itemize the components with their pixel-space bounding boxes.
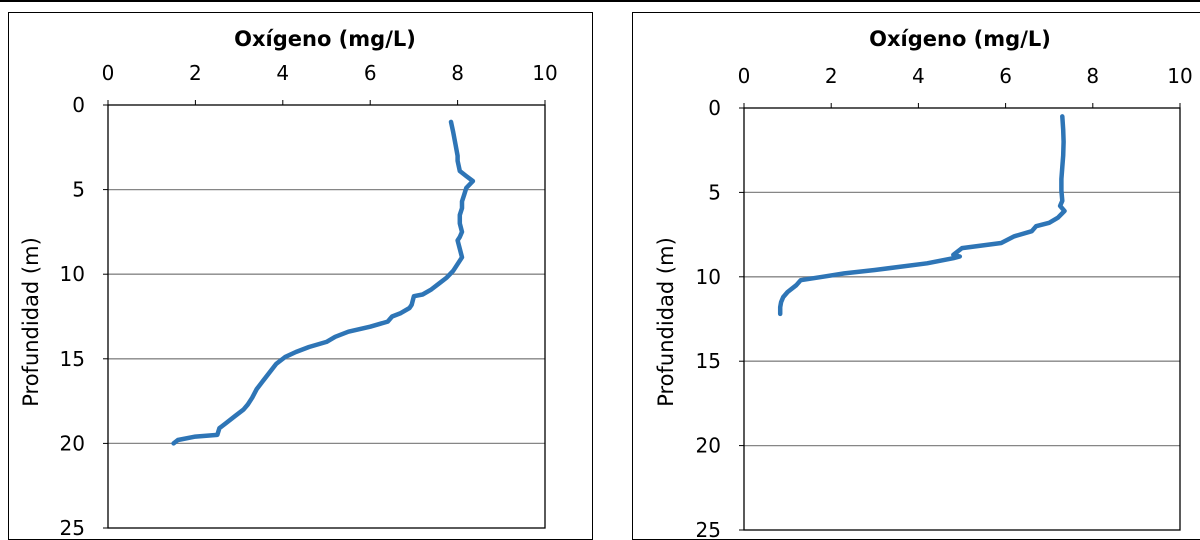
chart2-y-tick-label-20: 20 [696,434,721,458]
chart1-x-tick-label-0: 0 [102,61,115,85]
chart2-y-axis-title: Profundidad (m) [654,237,678,407]
top-border-line [0,0,1200,2]
chart2-plot-area [743,107,1181,531]
chart1-plot-area [107,104,546,529]
chart1-y-tick-label-20: 20 [60,431,85,455]
chart1-y-tick-label-0: 0 [72,93,85,117]
chart2-y-tick-label-15: 15 [696,349,721,373]
chart1-y-tick-label-15: 15 [60,347,85,371]
chart1-x-tick-label-8: 8 [451,61,464,85]
chart1-x-tick-label-2: 2 [189,61,202,85]
chart2-x-tick-label-0: 0 [738,64,751,88]
chart2-x-tick-label-6: 6 [999,64,1012,88]
chart2-x-tick-label-8: 8 [1086,64,1099,88]
chart1-x-tick-label-10: 10 [532,61,557,85]
chart1-x-axis-title: Oxígeno (mg/L) [234,27,416,51]
chart1-y-tick-label-5: 5 [72,178,85,202]
chart1-y-tick-label-25: 25 [60,516,85,538]
chart2-y-tick-label-10: 10 [696,265,721,289]
chart2-y-tick-label-25: 25 [696,518,721,538]
chart1-y-tick-label-10: 10 [60,262,85,286]
chart1-series-line-1 [171,119,476,446]
chart2-x-axis-title: Oxígeno (mg/L) [869,27,1051,51]
chart1-y-axis-title: Profundidad (m) [19,237,43,407]
chart2-x-tick-label-2: 2 [825,64,838,88]
chart2-x-tick-label-4: 4 [912,64,925,88]
chart2-series-line-1 [777,114,1067,317]
chart2-y-tick-label-5: 5 [708,180,721,204]
chart2-y-tick-label-0: 0 [708,96,721,120]
chart2-x-tick-label-10: 10 [1167,64,1192,88]
chart1-x-tick-label-4: 4 [276,61,289,85]
chart1-x-tick-label-6: 6 [364,61,377,85]
